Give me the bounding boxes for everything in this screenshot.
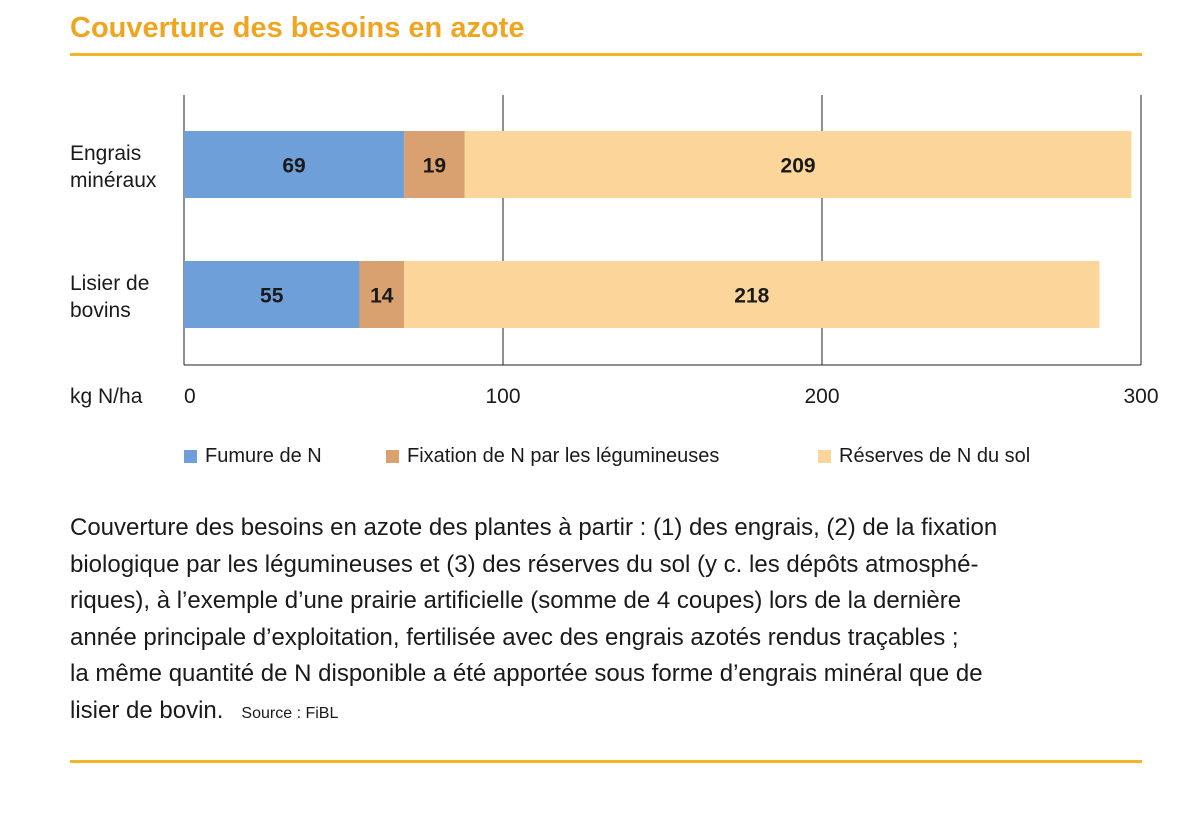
legend-label: Réserves de N du sol (839, 445, 1031, 467)
data-label: 19 (423, 155, 446, 178)
caption-line: Couverture des besoins en azote des plan… (70, 514, 998, 541)
caption-line: la même quantité de N disponible a été a… (70, 660, 983, 687)
x-axis-label: kg N/ha (70, 385, 143, 408)
bar-segment (359, 261, 405, 328)
data-label: 218 (734, 285, 769, 308)
caption-line: riques), à l’exemple d’une prairie artif… (70, 587, 962, 614)
tick-label: 100 (485, 385, 520, 408)
legend-swatch (818, 450, 831, 463)
legend-item: Réserves de N du sol (818, 445, 1030, 468)
bar-chart: 69 19 209 Engrais minéraux 55 14 218 Lisier de bo… (70, 95, 1159, 408)
data-label: 55 (260, 285, 284, 308)
category-label: Engrais (70, 142, 141, 165)
category-label: bovins (70, 299, 131, 322)
bottom-rule (70, 760, 1142, 763)
data-label: 69 (282, 155, 305, 178)
bar-segment (404, 131, 465, 198)
legend-swatch (184, 450, 197, 463)
figure-caption: Couverture des besoins en azote des plan… (70, 510, 1150, 732)
category-label: minéraux (70, 169, 157, 192)
bar-segment (404, 261, 1100, 328)
category-label: Lisier de (70, 272, 149, 295)
tick-label: 0 (184, 385, 196, 408)
source-note: Source : FiBL (241, 704, 339, 722)
data-label: 209 (781, 155, 816, 178)
bar-segment (184, 131, 405, 198)
caption-line: année principale d’exploitation, fertili… (70, 623, 959, 651)
legend-label: Fumure de N (205, 445, 322, 467)
caption-line: lisier de bovin. (70, 696, 224, 724)
tick-label: 200 (804, 385, 839, 408)
legend-item: Fumure de N (184, 445, 322, 468)
title-rule (70, 53, 1142, 56)
bar-segment (184, 261, 360, 328)
chart-title: Couverture des besoins en azote (70, 12, 525, 44)
data-label: 14 (370, 285, 394, 308)
caption-line: biologique par les légumineuses et (3) d… (70, 550, 979, 578)
legend-label: Fixation de N par les légumineuses (407, 445, 720, 467)
bar-segment (464, 131, 1132, 198)
legend-item: Fixation de N par les légumineuses (386, 445, 719, 468)
legend-swatch (386, 450, 399, 463)
tick-label: 300 (1123, 385, 1158, 408)
